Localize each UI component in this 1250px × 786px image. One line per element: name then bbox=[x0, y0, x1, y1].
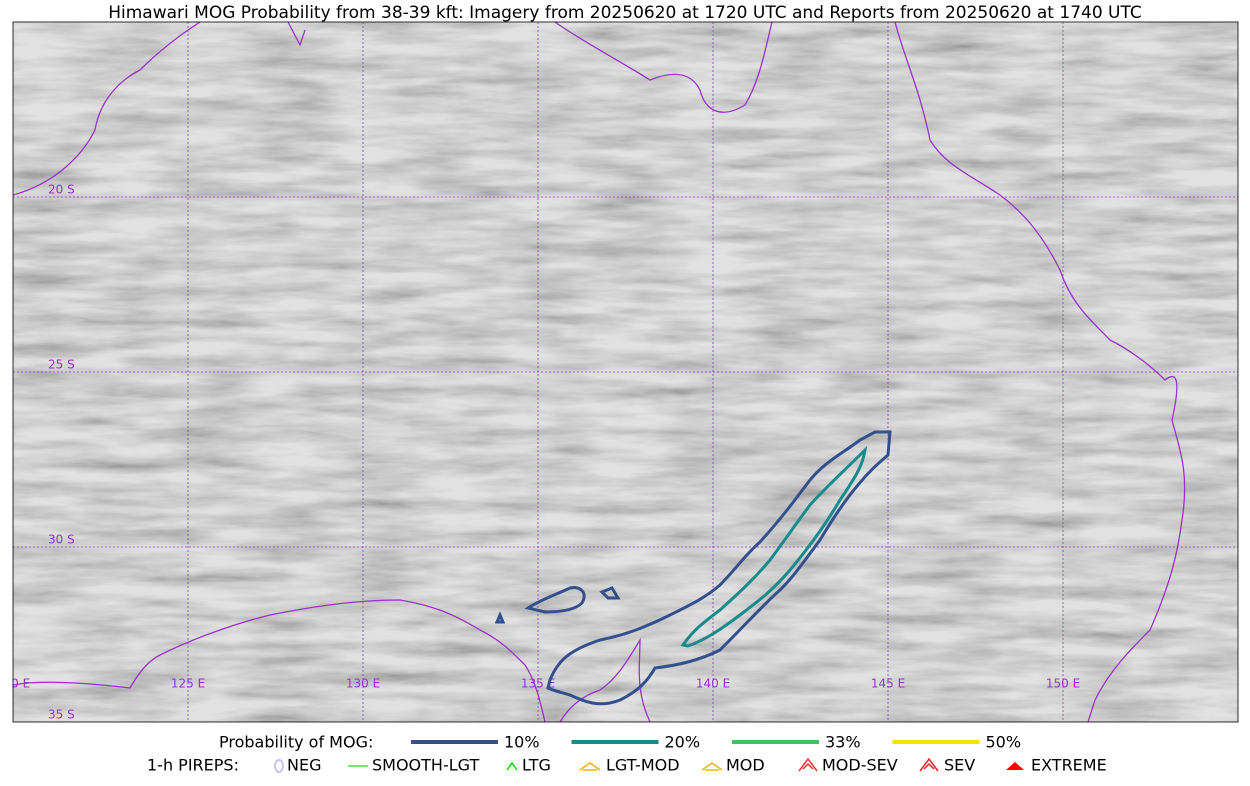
graticule: 120 E 125 E 130 E 135 E 140 E 145 E 150 E 20 S 2… bbox=[0, 22, 1238, 722]
pirep-symbol bbox=[579, 762, 601, 771]
legend-label: NEG bbox=[287, 756, 321, 775]
lon-label: 135 E bbox=[521, 677, 555, 691]
legend-label: LTG bbox=[522, 756, 551, 775]
title: Himawari MOG Probability from 38-39 kft:… bbox=[108, 3, 1142, 23]
contour-10 bbox=[494, 430, 892, 706]
lon-label: 125 E bbox=[171, 677, 205, 691]
probability-contours bbox=[494, 430, 892, 706]
lon-label: 145 E bbox=[871, 677, 905, 691]
legend-label: MOD-SEV bbox=[822, 756, 898, 775]
legend-label: 20% bbox=[665, 733, 701, 752]
legend-label: LGT-MOD bbox=[606, 756, 680, 775]
legend-label: SMOOTH-LGT bbox=[372, 756, 479, 775]
lat-label: 25 S bbox=[48, 358, 75, 372]
lon-label: 150 E bbox=[1046, 677, 1080, 691]
legend-label: 10% bbox=[504, 733, 540, 752]
lat-label: 20 S bbox=[48, 183, 75, 197]
contour-20 bbox=[680, 445, 868, 648]
legend-title: 1-h PIREPS: bbox=[147, 756, 239, 775]
lat-label: 35 S bbox=[48, 708, 75, 722]
pirep-symbol bbox=[274, 759, 284, 773]
pirep-symbol bbox=[1006, 762, 1024, 770]
legend-label: MOD bbox=[726, 756, 765, 775]
legend-label: 50% bbox=[986, 733, 1022, 752]
legend-label: EXTREME bbox=[1031, 756, 1107, 775]
lon-label: 120 E bbox=[0, 677, 30, 691]
map-frame bbox=[12, 21, 1239, 723]
legend-title: Probability of MOG: bbox=[219, 733, 373, 752]
pirep-symbol bbox=[798, 757, 818, 772]
lat-label: 30 S bbox=[48, 533, 75, 547]
lon-label: 140 E bbox=[696, 677, 730, 691]
legend-label: SEV bbox=[944, 756, 975, 775]
pirep-symbol bbox=[506, 761, 518, 771]
legend-label: 33% bbox=[825, 733, 861, 752]
lon-label: 130 E bbox=[346, 677, 380, 691]
map: 120 E 125 E 130 E 135 E 140 E 145 E 150 E 20 S 2… bbox=[0, 22, 1238, 722]
pirep-symbol bbox=[919, 757, 939, 772]
pirep-symbol bbox=[701, 762, 723, 771]
legend: Probability of MOG: 10% 20% 33% 50% 1-h PIREP… bbox=[147, 733, 1107, 775]
